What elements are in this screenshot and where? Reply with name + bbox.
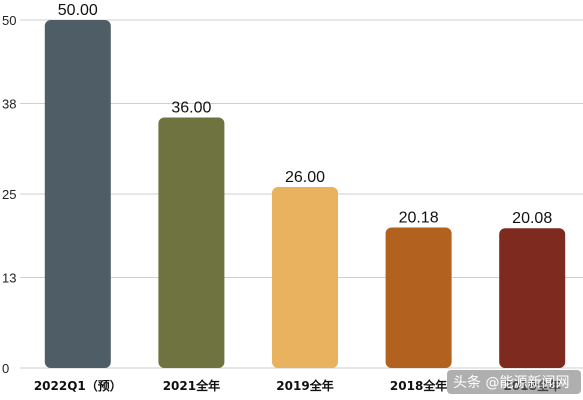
data-labels: 50.00 36.00 26.00 20.18 20.08 <box>58 2 553 227</box>
y-tick-label: 0 <box>2 361 9 376</box>
x-tick-label: 2019全年 <box>276 378 333 393</box>
y-tick-label: 50 <box>2 13 16 28</box>
data-label: 50.00 <box>58 2 98 19</box>
bars <box>44 20 566 368</box>
data-label: 20.18 <box>399 210 439 227</box>
bar <box>272 187 338 368</box>
y-axis-ticks: 0 13 25 38 50 <box>2 13 16 376</box>
bar <box>158 117 225 368</box>
x-tick-label: 2021全年 <box>163 378 220 393</box>
watermark-backdrop <box>447 370 581 394</box>
watermark-text: 头条 @能源新闻网 <box>453 374 569 391</box>
data-label: 36.00 <box>171 99 211 116</box>
x-tick-label: 2018全年 <box>390 378 447 393</box>
x-tick-label: 2022Q1（预） <box>34 378 122 393</box>
y-tick-label: 13 <box>2 271 16 286</box>
bar <box>44 20 111 368</box>
bar <box>499 228 566 368</box>
watermark: 头条 @能源新闻网 <box>447 370 581 394</box>
y-tick-label: 25 <box>2 187 16 202</box>
data-label: 26.00 <box>285 169 325 186</box>
bar <box>385 227 452 368</box>
y-tick-label: 38 <box>2 97 16 112</box>
data-label: 20.08 <box>512 210 552 227</box>
